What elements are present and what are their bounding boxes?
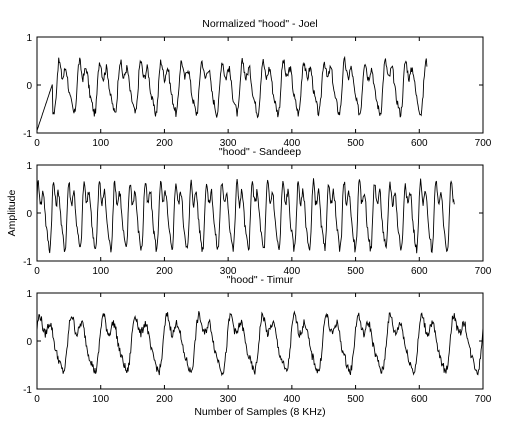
x-tick-label: 100 xyxy=(92,394,109,405)
chart-title: "hood" - Timur xyxy=(227,274,294,286)
x-tick-label: 400 xyxy=(284,266,301,277)
y-tick-label: 0 xyxy=(26,209,32,220)
y-tick-label: -1 xyxy=(23,129,32,140)
y-tick-label: 1 xyxy=(26,161,32,172)
x-tick-label: 0 xyxy=(34,138,40,149)
x-tick-label: 700 xyxy=(475,266,492,277)
series-line-1 xyxy=(36,310,484,377)
plot-frame xyxy=(36,292,484,390)
x-tick-label: 600 xyxy=(411,394,428,405)
x-tick-label: 100 xyxy=(92,266,109,277)
x-tick-label: 400 xyxy=(284,138,301,149)
x-tick-label: 300 xyxy=(220,138,237,149)
x-tick-label: 0 xyxy=(34,394,40,405)
x-tick-label: 500 xyxy=(347,138,364,149)
y-tick-label: 0 xyxy=(26,337,32,348)
series-line-1 xyxy=(36,178,455,254)
x-tick-label: 700 xyxy=(475,138,492,149)
x-tick-label: 200 xyxy=(156,394,173,405)
x-tick-label: 500 xyxy=(347,266,364,277)
y-tick-label: -1 xyxy=(23,257,32,268)
series-line-1 xyxy=(36,55,428,131)
x-tick-label: 600 xyxy=(411,266,428,277)
x-tick-label: 200 xyxy=(156,138,173,149)
y-tick-label: 1 xyxy=(26,33,32,44)
plot-frame xyxy=(36,36,484,134)
x-tick-label: 400 xyxy=(284,394,301,405)
x-tick-label: 600 xyxy=(411,138,428,149)
x-tick-label: 0 xyxy=(34,266,40,277)
x-tick-label: 200 xyxy=(156,266,173,277)
chart-title: "hood" - Sandeep xyxy=(219,146,301,158)
chart-panel-2: "hood" - Sandeep 0 100 200 300 400 500 600 700 -1… xyxy=(23,146,492,277)
x-tick-label: 300 xyxy=(220,394,237,405)
chart-title: Normalized "hood" - Joel xyxy=(202,18,317,30)
x-tick-label: 500 xyxy=(347,394,364,405)
x-axis-label: Number of Samples (8 KHz) xyxy=(194,406,325,418)
y-tick-label: 1 xyxy=(26,289,32,300)
y-tick-label: -1 xyxy=(23,385,32,396)
x-tick-label: 300 xyxy=(220,266,237,277)
x-tick-label: 100 xyxy=(92,138,109,149)
y-axis-label: Amplitude xyxy=(6,190,18,237)
x-tick-label: 700 xyxy=(475,394,492,405)
y-tick-label: 0 xyxy=(26,81,32,92)
chart-panel-1: Normalized "hood" - Joel 0 100 200 300 400 500… xyxy=(23,18,492,149)
